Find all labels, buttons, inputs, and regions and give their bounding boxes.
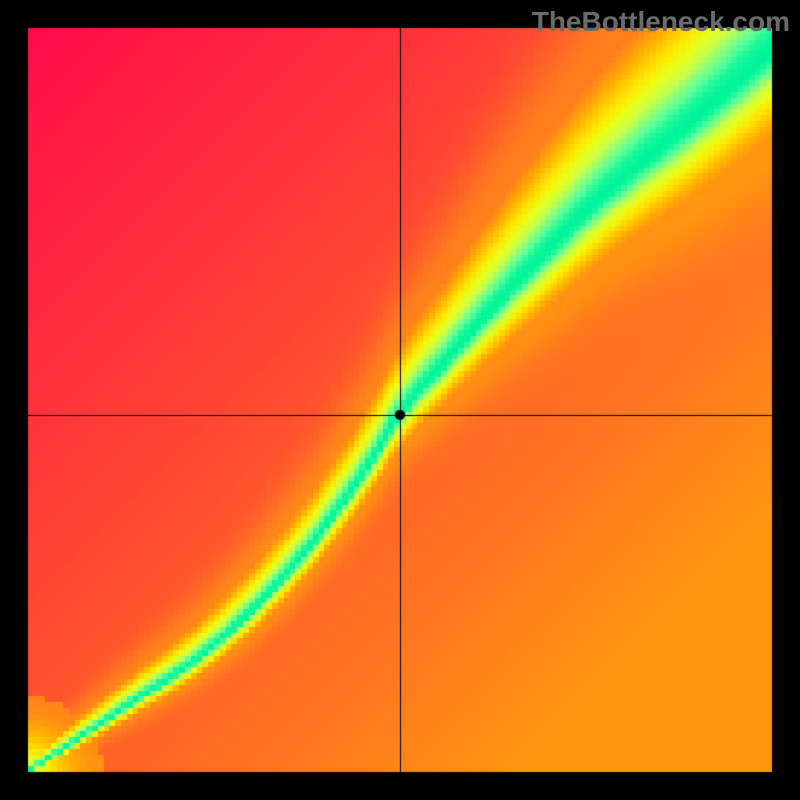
heatmap-canvas — [0, 0, 800, 800]
bottleneck-heatmap-chart: TheBottleneck.com — [0, 0, 800, 800]
attribution-label: TheBottleneck.com — [532, 6, 790, 38]
